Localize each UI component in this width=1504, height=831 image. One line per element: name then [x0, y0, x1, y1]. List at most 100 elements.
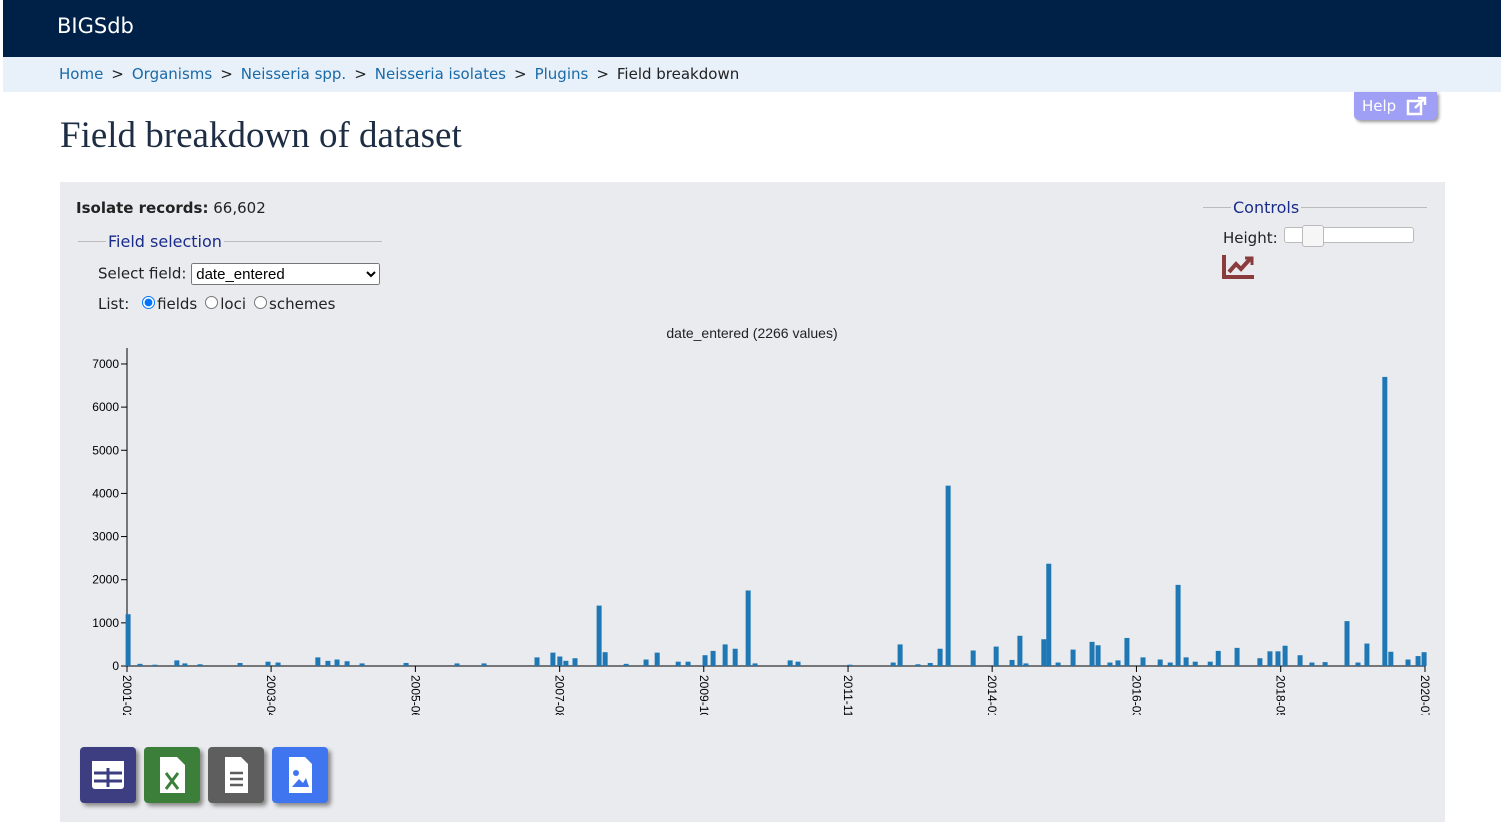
table-button[interactable]: [80, 747, 136, 803]
list-row: List: fields loci schemes: [98, 295, 335, 313]
bar: [1275, 651, 1281, 666]
bar: [702, 655, 708, 666]
bar: [174, 660, 180, 666]
breadcrumb[interactable]: Home: [59, 65, 104, 83]
text-icon: [225, 757, 248, 793]
breadcrumb[interactable]: Organisms: [131, 65, 213, 83]
x-tick-label: 2009-10-01: [697, 675, 711, 715]
slider-handle[interactable]: [1302, 225, 1324, 247]
breadcrumb-bar: [3, 57, 1501, 92]
bar: [732, 648, 738, 666]
bar: [970, 650, 976, 666]
y-tick-label: 4000: [92, 486, 119, 500]
help-button[interactable]: Help: [1354, 92, 1437, 120]
bar: [1257, 658, 1263, 666]
bar: [1089, 641, 1095, 666]
x-tick-label: 2005-06-05: [408, 675, 422, 715]
bar: [182, 663, 188, 666]
field-select[interactable]: date_entered: [191, 263, 381, 285]
controls-legend: Controls: [1233, 198, 1300, 217]
bar: [596, 605, 602, 666]
bar: [1167, 662, 1173, 666]
bar: [334, 659, 340, 666]
x-tick-label: 2014-01-27: [985, 675, 999, 715]
bar: [1070, 649, 1076, 666]
image-button[interactable]: [272, 747, 328, 803]
record-count: Isolate records: 66,602: [76, 199, 266, 217]
x-tick-label: 2003-04-07: [264, 675, 278, 715]
bar: [722, 644, 728, 666]
bar: [1192, 661, 1198, 666]
record-label: Isolate records:: [76, 199, 209, 217]
list-radio[interactable]: [205, 296, 219, 309]
bar: [534, 657, 540, 666]
bar: [275, 662, 281, 666]
bar: [1322, 662, 1328, 666]
y-tick-label: 6000: [92, 400, 119, 414]
y-tick-label: 7000: [92, 357, 119, 371]
breadcrumb-separator: >: [220, 65, 233, 83]
x-tick-label: 2001-02-07: [120, 675, 134, 715]
bar: [315, 657, 321, 666]
bar: [710, 650, 716, 666]
bar: [563, 660, 569, 666]
bar: [1297, 655, 1303, 666]
breadcrumb[interactable]: Plugins: [534, 65, 589, 83]
bar: [1267, 651, 1273, 666]
height-slider[interactable]: [1284, 225, 1414, 247]
top-bar: [3, 0, 1501, 57]
help-label: Help: [1362, 97, 1397, 115]
excel-icon: [160, 757, 185, 793]
bar: [137, 663, 143, 666]
text-button[interactable]: [208, 747, 264, 803]
bar: [550, 652, 556, 666]
excel-button[interactable]: [144, 747, 200, 803]
bar: [1107, 662, 1113, 666]
bar: [1023, 663, 1029, 666]
breadcrumb[interactable]: Neisseria spp.: [240, 65, 347, 83]
breadcrumb[interactable]: Neisseria isolates: [374, 65, 506, 83]
bar: [265, 661, 271, 666]
panel: Isolate records: 66,602 Field selection …: [60, 182, 1445, 822]
bar: [1364, 643, 1370, 666]
x-tick-label: 2011-11-30: [841, 675, 855, 715]
bar: [152, 664, 158, 666]
bar: [654, 652, 660, 666]
bar: [197, 664, 203, 666]
bar: [1388, 651, 1394, 666]
y-tick-label: 3000: [92, 530, 119, 544]
bar: [359, 663, 365, 666]
bar: [787, 660, 793, 666]
list-radio[interactable]: [254, 296, 268, 309]
bar: [1344, 621, 1350, 666]
bar: [1157, 659, 1163, 666]
bar: [1055, 662, 1061, 666]
bar: [1183, 657, 1189, 666]
breadcrumb-separator: >: [514, 65, 527, 83]
bar: [1282, 645, 1288, 666]
bar: [1115, 660, 1121, 666]
bar: [685, 661, 691, 666]
image-icon: [289, 757, 312, 793]
bar: [1009, 659, 1015, 666]
breadcrumb-separator: >: [354, 65, 367, 83]
controls: Controls: [1203, 198, 1427, 217]
list-radio[interactable]: [142, 296, 156, 309]
bar: [1405, 659, 1411, 666]
bar: [1215, 650, 1221, 666]
bar: [1382, 376, 1388, 666]
list-label: List:: [98, 295, 130, 313]
x-tick-label: 2018-05-26: [1274, 675, 1288, 715]
chart-type-icon[interactable]: [1221, 252, 1257, 282]
bar: [454, 663, 460, 666]
bar: [643, 659, 649, 666]
bar: [572, 658, 578, 666]
brand[interactable]: BIGSdb: [57, 14, 134, 38]
x-tick-label: 2016-03-27: [1129, 675, 1143, 715]
x-tick-label: 2007-08-04: [553, 675, 567, 715]
field-selection: Field selection: [78, 232, 382, 251]
bar: [1140, 657, 1146, 666]
bar: [623, 663, 629, 666]
bar: [1415, 656, 1421, 666]
field-selection-legend: Field selection: [108, 232, 222, 251]
